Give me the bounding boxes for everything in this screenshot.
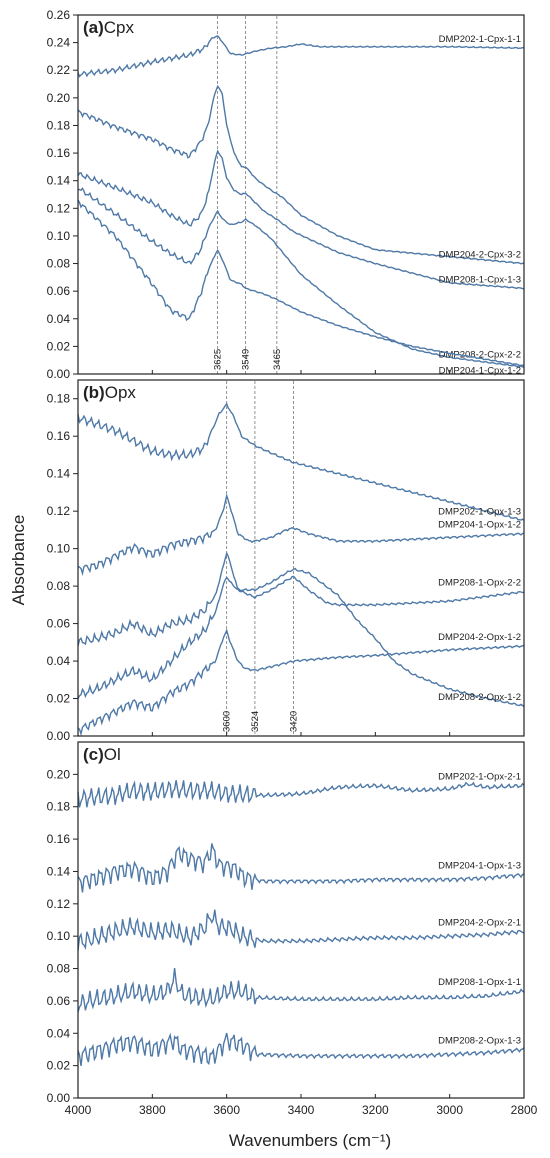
spectrum-line <box>77 402 525 521</box>
y-tick-label: 0.12 <box>47 201 71 215</box>
y-tick-label: 0.06 <box>47 284 71 298</box>
y-tick-label: 0.00 <box>47 1091 71 1105</box>
reference-line-label: 3600 <box>222 711 233 732</box>
y-tick-label: 0.16 <box>47 429 71 443</box>
panel-name: Cpx <box>104 18 135 37</box>
panel-ol: DMP202-1-Opx-2-1 DMP204-1-Opx-1-3 DMP204-2… <box>47 741 525 1105</box>
y-tick-label: 0.24 <box>47 36 71 50</box>
y-tick-label: 0.00 <box>47 367 71 381</box>
y-tick-label: 0.04 <box>47 1026 71 1040</box>
spectrum-line <box>77 149 525 290</box>
y-tick-label: 0.06 <box>47 994 71 1008</box>
series-label: DMP202-1-Opx-1-3 <box>438 507 521 518</box>
spectrum-line <box>77 1032 525 1066</box>
spectrum-line <box>77 780 525 808</box>
y-tick-label: 0.12 <box>47 504 71 518</box>
spectrum-line <box>77 843 525 893</box>
y-tick-label: 0.18 <box>47 118 71 132</box>
series-label: DMP204-2-Cpx-3-2 <box>439 250 521 261</box>
series-label: DMP202-1-Cpx-1-1 <box>439 34 521 45</box>
x-tick-label: 3200 <box>362 1103 389 1117</box>
panel-letter: (c) <box>83 745 104 764</box>
y-tick-label: 0.10 <box>47 929 71 943</box>
y-axis-title: Absorbance <box>9 515 28 606</box>
x-tick-label: 3400 <box>288 1103 315 1117</box>
spectrum-line <box>77 567 525 708</box>
panel-name: Ol <box>104 745 121 764</box>
series-label: DMP204-2-Opx-2-1 <box>438 917 521 928</box>
y-tick-label: 0.12 <box>47 897 71 911</box>
y-tick-label: 0.20 <box>47 767 71 781</box>
series-label: DMP204-1-Cpx-1-2 <box>439 365 521 376</box>
panel-cpx: 3625 3549 3465 DMP202-1-Cpx-1-1 DMP204-2-Cpx… <box>47 8 525 381</box>
series-label: DMP202-1-Opx-2-1 <box>438 772 521 783</box>
panel-opx: 3600 3524 3420 DMP202-1-Opx-1-3 DMP204-1-Opx… <box>47 379 525 743</box>
spectrum-line <box>77 968 525 1013</box>
spectrum-line <box>77 628 525 737</box>
panel-label: (b)Opx <box>83 383 136 402</box>
spectrum-line <box>77 551 525 647</box>
x-tick-label: 3000 <box>436 1103 463 1117</box>
series-label: DMP204-2-Opx-1-2 <box>438 632 521 643</box>
y-tick-label: 0.08 <box>47 257 71 271</box>
series-label: DMP208-1-Cpx-1-3 <box>439 274 521 285</box>
y-tick-label: 0.00 <box>47 729 71 743</box>
reference-line-label: 3549 <box>241 349 252 370</box>
spectrum-line <box>77 84 525 265</box>
y-tick-label: 0.14 <box>47 467 71 481</box>
spectrum-line <box>77 35 525 78</box>
y-tick-label: 0.14 <box>47 174 71 188</box>
y-tick-label: 0.26 <box>47 8 71 22</box>
y-tick-label: 0.18 <box>47 800 71 814</box>
panel-letter: (b) <box>83 383 105 402</box>
y-tick-label: 0.10 <box>47 229 71 243</box>
reference-line-label: 3625 <box>212 349 223 370</box>
x-tick-label: 3800 <box>139 1103 166 1117</box>
series-label: DMP204-1-Opx-1-3 <box>438 861 521 872</box>
panel-name: Opx <box>105 383 137 402</box>
y-tick-label: 0.16 <box>47 832 71 846</box>
y-tick-label: 0.18 <box>47 392 71 406</box>
y-tick-label: 0.10 <box>47 542 71 556</box>
y-tick-label: 0.02 <box>47 1059 71 1073</box>
x-tick-label: 2800 <box>511 1103 538 1117</box>
series-label: DMP208-2-Cpx-2-2 <box>439 349 521 360</box>
reference-line-label: 3420 <box>289 711 300 732</box>
reference-line-label: 3524 <box>250 711 261 732</box>
panel-frame <box>77 14 525 375</box>
spectrum-line <box>77 199 525 367</box>
y-tick-label: 0.08 <box>47 579 71 593</box>
y-tick-label: 0.14 <box>47 864 71 878</box>
spectrum-line <box>77 493 525 577</box>
y-tick-label: 0.04 <box>47 312 71 326</box>
spectrum-line <box>77 909 525 951</box>
y-tick-label: 0.02 <box>47 339 71 353</box>
panel-label: (c)Ol <box>83 745 121 764</box>
panel-label: (a)Cpx <box>83 18 135 37</box>
spectrum-line <box>77 187 525 369</box>
x-tick-label: 4000 <box>65 1103 92 1117</box>
panel-frame <box>77 379 525 737</box>
y-tick-label: 0.22 <box>47 63 71 77</box>
y-tick-label: 0.08 <box>47 962 71 976</box>
series-label: DMP208-1-Opx-1-1 <box>438 977 521 988</box>
reference-line-label: 3465 <box>272 349 283 370</box>
y-tick-label: 0.20 <box>47 91 71 105</box>
x-axis-title: Wavenumbers (cm⁻¹) <box>229 1131 391 1150</box>
y-tick-label: 0.02 <box>47 692 71 706</box>
series-label: DMP208-2-Opx-1-3 <box>438 1035 521 1046</box>
x-tick-label: 3600 <box>213 1103 240 1117</box>
series-label: DMP208-2-Opx-1-2 <box>438 692 521 703</box>
panel-letter: (a) <box>83 18 104 37</box>
series-label: DMP208-1-Opx-2-2 <box>438 578 521 589</box>
series-label: DMP204-1-Opx-1-2 <box>438 520 521 531</box>
y-tick-label: 0.04 <box>47 654 71 668</box>
y-tick-label: 0.16 <box>47 146 71 160</box>
y-tick-label: 0.06 <box>47 617 71 631</box>
